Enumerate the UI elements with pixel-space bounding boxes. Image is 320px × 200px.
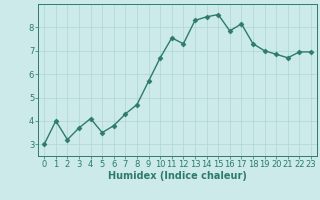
X-axis label: Humidex (Indice chaleur): Humidex (Indice chaleur): [108, 171, 247, 181]
